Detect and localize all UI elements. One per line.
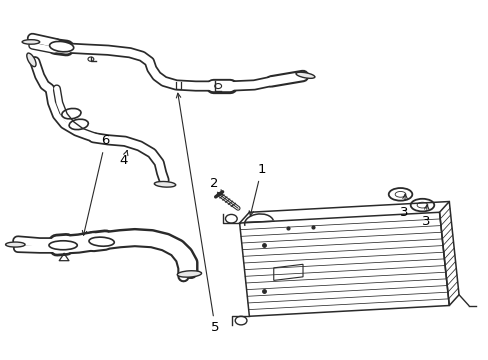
Text: 2: 2 (209, 177, 222, 195)
Text: 1: 1 (249, 163, 265, 216)
Ellipse shape (154, 181, 175, 187)
Text: 3: 3 (399, 194, 408, 219)
Ellipse shape (27, 53, 36, 67)
Text: 3: 3 (421, 205, 429, 228)
Text: 6: 6 (82, 134, 109, 235)
Ellipse shape (5, 242, 25, 247)
Ellipse shape (177, 271, 201, 277)
Text: 5: 5 (176, 93, 219, 334)
Ellipse shape (295, 72, 314, 78)
Ellipse shape (22, 40, 40, 44)
Text: 4: 4 (120, 150, 128, 167)
